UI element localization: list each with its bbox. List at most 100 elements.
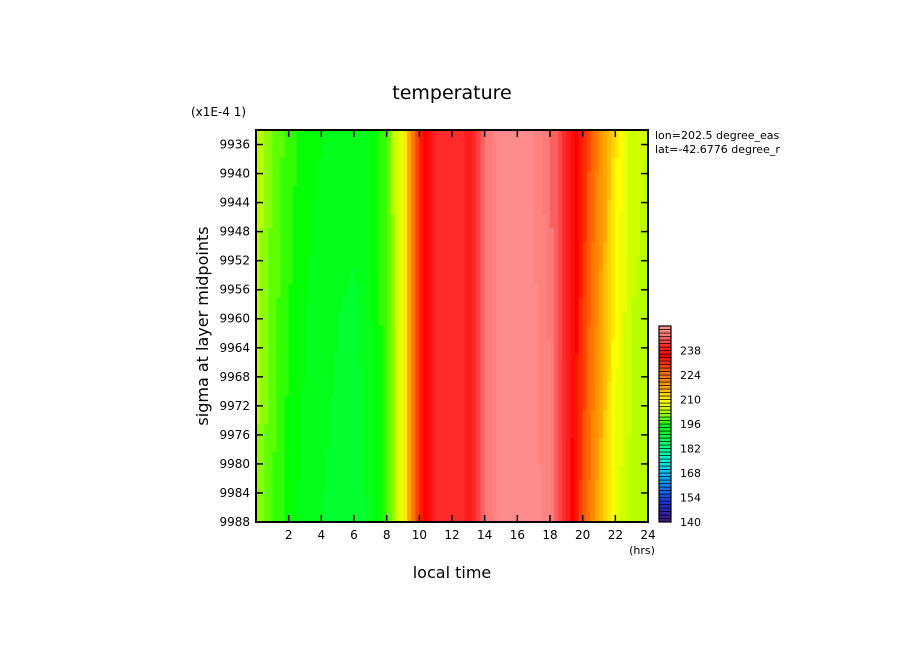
heatmap-cell: [590, 340, 596, 355]
heatmap-cell: [488, 480, 494, 495]
heatmap-cell: [427, 508, 433, 523]
heatmap-cell: [362, 186, 367, 201]
heatmap-cell: [321, 326, 327, 341]
heatmap-cell: [452, 312, 457, 327]
heatmap-cell: [533, 158, 539, 173]
heatmap-cell: [264, 340, 269, 355]
heatmap-cell: [386, 354, 392, 369]
heatmap-cell: [619, 354, 625, 369]
heatmap-cell: [427, 340, 433, 355]
heatmap-cell: [468, 186, 474, 201]
heatmap-cell: [480, 256, 486, 271]
heatmap-cell: [317, 452, 322, 467]
heatmap-cell: [460, 340, 465, 355]
heatmap-cell: [594, 368, 600, 383]
heatmap-cell: [366, 340, 371, 355]
heatmap-cell: [415, 158, 420, 173]
heatmap-cell: [345, 368, 351, 383]
heatmap-cell: [378, 256, 384, 271]
heatmap-cell: [472, 354, 478, 369]
heatmap-cell: [566, 424, 572, 439]
x-tick-label: 14: [477, 528, 492, 542]
heatmap-cell: [529, 130, 535, 145]
heatmap-cell: [317, 228, 322, 243]
heatmap-cell: [603, 494, 608, 509]
heatmap-cell: [537, 466, 543, 481]
heatmap-cell: [460, 368, 465, 383]
heatmap-cell: [599, 200, 604, 215]
heatmap-cell: [443, 130, 449, 145]
heatmap-cell: [284, 396, 290, 411]
heatmap-cell: [362, 340, 367, 355]
heatmap-cell: [337, 200, 343, 215]
heatmap-cell: [541, 284, 547, 299]
heatmap-cell: [611, 144, 616, 159]
heatmap-cell: [611, 284, 616, 299]
heatmap-cell: [264, 130, 269, 145]
heatmap-cell: [537, 284, 543, 299]
heatmap-cell: [574, 256, 580, 271]
heatmap-cell: [578, 382, 584, 397]
heatmap-cell: [517, 130, 523, 145]
heatmap-cell: [603, 270, 608, 285]
heatmap-cell: [558, 452, 563, 467]
heatmap-cell: [578, 172, 584, 187]
heatmap-cell: [325, 452, 331, 467]
heatmap-cell: [337, 382, 343, 397]
heatmap-cell: [460, 480, 465, 495]
heatmap-cell: [349, 200, 355, 215]
heatmap-cell: [558, 130, 563, 145]
heatmap-cell: [525, 172, 531, 187]
heatmap-cell: [496, 396, 502, 411]
heatmap-cell: [378, 354, 384, 369]
heatmap-cell: [329, 410, 335, 425]
heatmap-cell: [370, 452, 376, 467]
heatmap-cell: [541, 270, 547, 285]
heatmap-cell: [603, 200, 608, 215]
heatmap-cell: [309, 270, 314, 285]
heatmap-cell: [292, 228, 298, 243]
heatmap-cell: [488, 410, 494, 425]
heatmap-cell: [545, 508, 551, 523]
heatmap-cell: [496, 158, 502, 173]
heatmap-cell: [358, 284, 363, 299]
heatmap-cell: [635, 242, 641, 257]
heatmap-cell: [386, 396, 392, 411]
heatmap-cell: [325, 186, 331, 201]
heatmap-cell: [386, 158, 392, 173]
heatmap-cell: [570, 382, 576, 397]
heatmap-cell: [643, 326, 649, 341]
colorbar-swatch: [658, 332, 672, 337]
heatmap-cell: [643, 368, 649, 383]
heatmap-cell: [627, 396, 633, 411]
heatmap-cell: [452, 508, 457, 523]
heatmap-cell: [272, 410, 278, 425]
heatmap-cell: [264, 312, 269, 327]
heatmap-cell: [623, 508, 629, 523]
heatmap-cell: [374, 186, 380, 201]
heatmap-cell: [582, 256, 588, 271]
heatmap-cell: [603, 452, 608, 467]
heatmap-cell: [288, 438, 294, 453]
heatmap-cell: [386, 438, 392, 453]
heatmap-cell: [268, 270, 273, 285]
heatmap-cell: [627, 144, 633, 159]
heatmap-cell: [550, 396, 555, 411]
heatmap-cell: [447, 200, 453, 215]
heatmap-cell: [480, 424, 486, 439]
heatmap-cell: [423, 354, 429, 369]
heatmap-cell: [341, 298, 347, 313]
heatmap-cell: [390, 200, 396, 215]
heatmap-cell: [280, 186, 286, 201]
heatmap-cell: [325, 494, 331, 509]
heatmap-cell: [439, 340, 445, 355]
heatmap-cell: [354, 508, 359, 523]
heatmap-cell: [390, 452, 396, 467]
heatmap-cell: [378, 508, 384, 523]
heatmap-cell: [300, 214, 306, 229]
heatmap-cell: [484, 494, 490, 509]
heatmap-cell: [590, 284, 596, 299]
heatmap-cell: [603, 158, 608, 173]
heatmap-cell: [280, 382, 286, 397]
heatmap-cell: [607, 270, 612, 285]
